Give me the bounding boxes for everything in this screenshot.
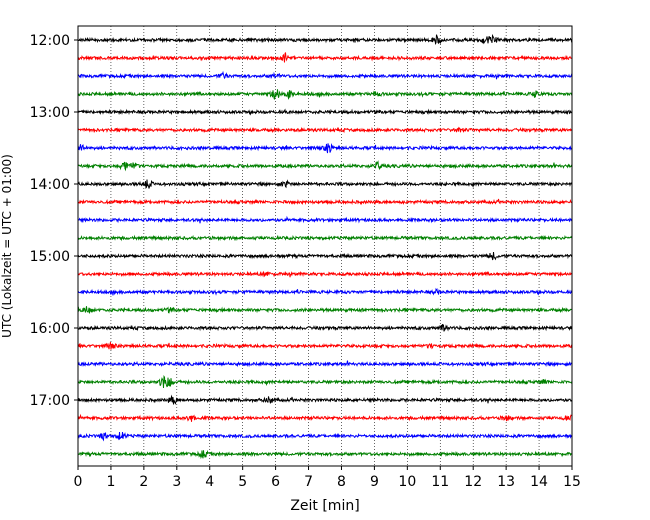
trace-line [77, 143, 573, 154]
trace-line [77, 108, 573, 116]
y-axis-label: UTC (Lokalzeit = UTC + 01:00) [0, 154, 14, 338]
trace-line [77, 251, 573, 261]
trace-line [77, 374, 573, 388]
trace-line [77, 306, 573, 314]
trace-line [77, 394, 573, 405]
x-tick-label: 7 [304, 474, 313, 490]
x-tick-label: 13 [497, 474, 515, 490]
x-tick-label: 14 [530, 474, 548, 490]
x-tick-label: 12 [464, 474, 482, 490]
x-axis-label: Zeit [min] [290, 498, 359, 514]
x-tick-label: 6 [271, 474, 280, 490]
trace-line [77, 413, 573, 422]
x-tick-label: 1 [106, 474, 115, 490]
trace-line [77, 234, 573, 242]
x-tick-label: 2 [139, 474, 148, 490]
trace-line [77, 52, 573, 63]
trace-line [77, 160, 573, 172]
trace-line [77, 287, 573, 296]
y-tick-label: 13:00 [30, 105, 70, 121]
x-tick-label: 0 [74, 474, 83, 490]
trace-line [77, 198, 573, 206]
trace-line [77, 70, 573, 80]
grid-lines [110, 26, 540, 466]
seismic-traces [77, 33, 573, 460]
trace-line [77, 324, 573, 332]
y-axis: 12:00 13:00 14:00 15:00 16:00 17:00 [30, 33, 78, 409]
trace-line [77, 126, 573, 134]
trace-line [77, 179, 573, 190]
y-tick-label: 14:00 [30, 177, 70, 193]
trace-line [77, 89, 573, 100]
trace-line [77, 360, 573, 368]
x-tick-label: 9 [370, 474, 379, 490]
x-tick-label: 15 [563, 474, 581, 490]
trace-line [77, 449, 573, 460]
x-tick-label: 5 [238, 474, 247, 490]
trace-line [77, 215, 573, 224]
x-axis: 0 1 2 3 4 5 6 7 8 9 10 11 12 13 14 15 [74, 466, 581, 490]
y-tick-label: 17:00 [30, 393, 70, 409]
x-tick-label: 11 [431, 474, 449, 490]
x-tick-label: 4 [205, 474, 214, 490]
x-tick-label: 3 [172, 474, 181, 490]
x-tick-label: 8 [337, 474, 346, 490]
x-tick-label: 10 [398, 474, 416, 490]
trace-line [77, 33, 573, 46]
y-tick-label: 16:00 [30, 321, 70, 337]
trace-line [77, 432, 573, 442]
plot-frame [77, 25, 573, 467]
y-tick-label: 15:00 [30, 249, 70, 265]
y-tick-label: 12:00 [30, 33, 70, 49]
trace-line [77, 342, 573, 350]
trace-line [77, 270, 573, 278]
